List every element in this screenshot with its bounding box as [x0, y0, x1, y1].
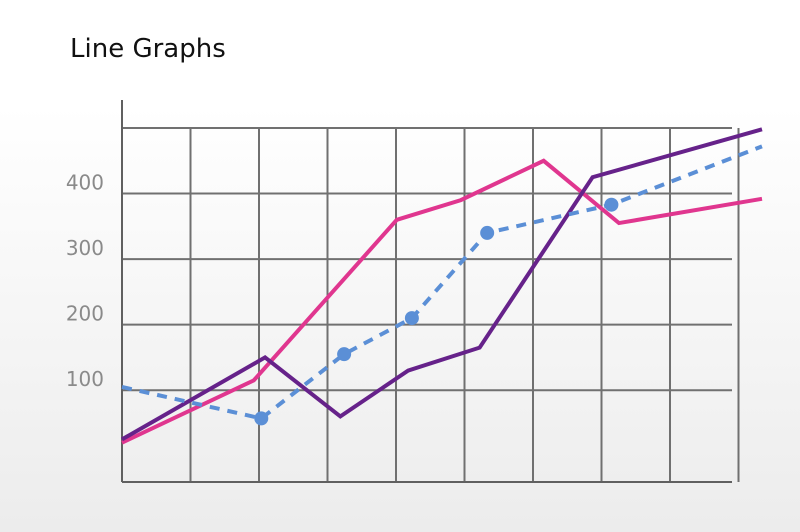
y-tick-label: 100: [66, 367, 104, 391]
axes: [121, 100, 732, 483]
y-tick-labels: 100 200 300 400: [66, 171, 104, 392]
series: [121, 127, 763, 445]
series-line-1: [121, 158, 763, 445]
data-point: [337, 347, 352, 362]
data-point: [404, 311, 419, 326]
y-tick-label: 300: [66, 236, 104, 260]
data-point: [480, 225, 495, 240]
grid: [122, 127, 740, 482]
chart-title: Line Graphs: [70, 34, 226, 64]
data-point: [254, 411, 269, 426]
series-line-3: [121, 144, 763, 421]
y-tick-label: 400: [66, 171, 104, 195]
y-tick-label: 200: [66, 302, 104, 326]
data-point: [604, 197, 619, 212]
series-line-2: [121, 127, 763, 442]
